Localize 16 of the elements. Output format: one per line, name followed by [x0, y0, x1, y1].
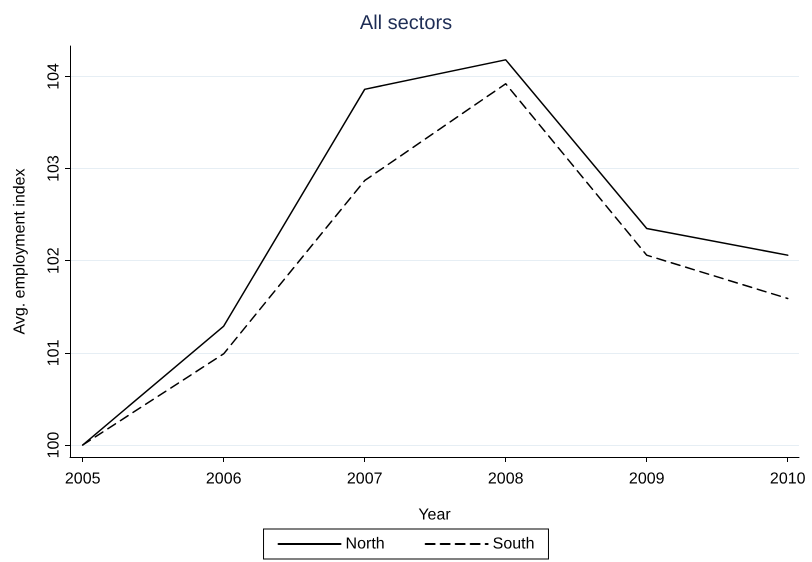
y-tick-label: 103 [46, 155, 62, 182]
x-tick-label: 2007 [346, 470, 383, 488]
x-tick-label: 2008 [488, 470, 524, 488]
y-tick-label: 101 [46, 339, 62, 366]
y-axis-title: Avg. employment index [12, 168, 28, 335]
x-axis-title: Year [418, 506, 452, 524]
legend-label: South [492, 536, 534, 552]
legend-label: North [346, 536, 385, 552]
x-tick-label: 2005 [64, 470, 101, 488]
x-tick-label: 2009 [628, 470, 665, 488]
y-tick-label: 104 [46, 62, 62, 90]
y-tick-label: 102 [46, 247, 62, 274]
y-tick-label: 100 [46, 432, 62, 458]
x-tick-label: 2010 [770, 470, 806, 488]
chart-title: All sectors [360, 12, 452, 34]
x-tick-label: 2006 [206, 470, 242, 488]
